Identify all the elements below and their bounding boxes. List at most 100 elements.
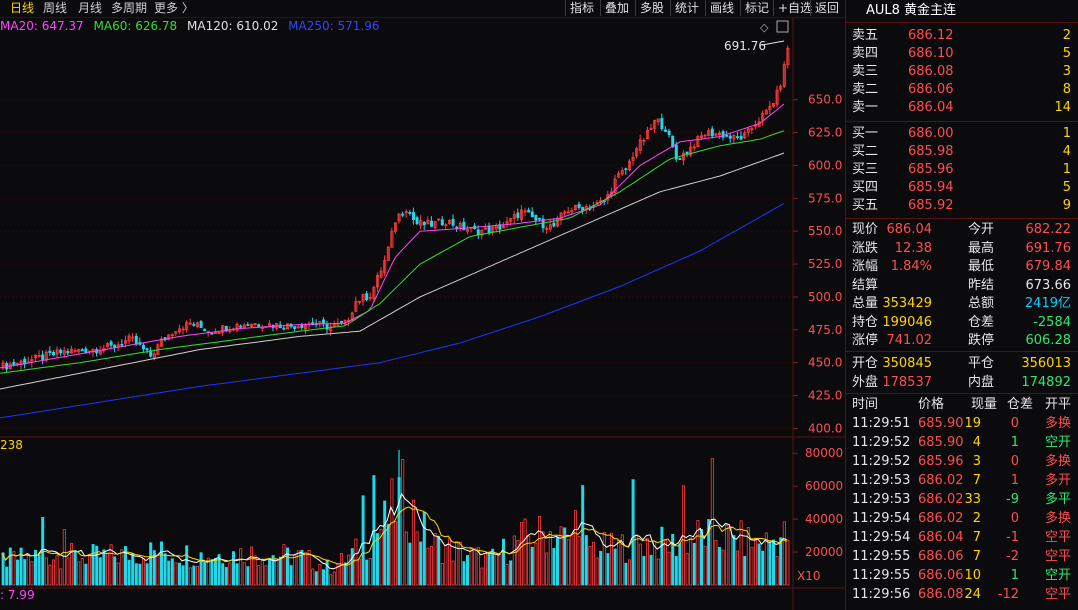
back-button[interactable]: 返回: [810, 0, 843, 16]
candle-body: [725, 134, 729, 137]
trade-type: 多平: [1045, 492, 1072, 507]
trade-row[interactable]: 11:29:53 686.02 33 -9 多平: [846, 490, 1078, 509]
volume-bar: [772, 539, 776, 586]
stat-key: 开仓: [852, 356, 879, 371]
timeframe-multi[interactable]: 多周期: [111, 1, 148, 15]
trade-oi-change: -2: [1006, 549, 1019, 564]
indicator-button[interactable]: 指标: [565, 0, 598, 16]
price-tick-label: 500.0: [808, 290, 842, 304]
volume-bar: [649, 554, 653, 586]
candle-body: [516, 212, 520, 218]
volume-bar: [37, 554, 41, 586]
candle-body: [509, 218, 513, 222]
trade-row[interactable]: 11:29:53 686.02 7 1 多开: [846, 471, 1078, 490]
volume-bar: [437, 535, 441, 586]
volume-bar: [401, 459, 405, 586]
timeframe-monthly[interactable]: 月线: [78, 1, 103, 15]
volume-bar: [520, 522, 524, 586]
volume-bar: [249, 546, 253, 586]
candle-body: [678, 158, 682, 161]
kline-chart[interactable]: 650.0 625.0 600.0 575.0 550.0 525.0 500.0 475.0…: [0, 17, 845, 610]
bid-row[interactable]: 买一 686.00 1: [846, 125, 1078, 143]
candle-body: [152, 353, 156, 359]
trade-row[interactable]: 11:29:55 686.06 7 -2 空平: [846, 547, 1078, 566]
timeframe-weekly[interactable]: 周线: [43, 1, 68, 15]
overlay-button[interactable]: 叠加: [600, 0, 633, 16]
volume-bar: [311, 568, 315, 586]
candle-body: [415, 217, 419, 225]
stat-row: 持仓 199046 仓差 -2584: [846, 314, 1078, 332]
candle-body: [37, 355, 41, 357]
ask-row[interactable]: 卖一 686.04 14: [846, 99, 1078, 117]
candle-body: [703, 134, 707, 137]
candle-body: [714, 133, 718, 136]
ask-row[interactable]: 卖五 686.12 2: [846, 27, 1078, 45]
candle-body: [1, 362, 5, 369]
trade-oi-change: 0: [1010, 416, 1019, 431]
volume-bar: [656, 558, 660, 586]
candle-body: [221, 325, 225, 334]
bid-volume: 1: [1062, 162, 1071, 177]
bid-row[interactable]: 买四 685.94 5: [846, 179, 1078, 197]
candle-body: [501, 225, 505, 229]
candle-body: [325, 324, 329, 330]
volume-bar: [782, 521, 786, 586]
volume-bar: [73, 549, 77, 586]
bid-row[interactable]: 买二 685.98 4: [846, 143, 1078, 161]
ma20-line: [0, 103, 785, 369]
volume-bar: [512, 535, 516, 586]
candle-body: [530, 211, 534, 218]
candle-body: [80, 349, 84, 352]
trade-row[interactable]: 11:29:52 685.96 3 0 多换: [846, 452, 1078, 471]
trade-row[interactable]: 11:29:52 685.90 4 1 空开: [846, 433, 1078, 452]
volume-bar: [415, 531, 419, 586]
stat-key: 结算: [852, 277, 879, 293]
volume-bar: [588, 546, 592, 586]
trade-row[interactable]: 11:29:54 686.04 7 -1 空平: [846, 528, 1078, 547]
bid-row[interactable]: 买三 685.96 1: [846, 161, 1078, 179]
candle-body: [750, 127, 754, 131]
mark-button[interactable]: 标记: [740, 0, 773, 16]
volume-bar: [509, 560, 513, 586]
candle-body: [300, 325, 304, 329]
candle-body: [339, 321, 343, 323]
ask-row[interactable]: 卖三 686.08 3: [846, 63, 1078, 81]
volume-bar: [332, 571, 336, 586]
ask-row[interactable]: 卖二 686.06 8: [846, 81, 1078, 99]
volume-bar: [278, 556, 282, 586]
candle-body: [210, 332, 214, 335]
trade-row[interactable]: 11:29:51 685.90 19 0 多换: [846, 414, 1078, 433]
trade-row[interactable]: 11:29:54 686.02 2 0 多换: [846, 509, 1078, 528]
bid-price: 686.00: [908, 126, 954, 141]
volume-bar: [26, 553, 30, 586]
candle-body: [444, 224, 448, 227]
candle-body: [195, 322, 199, 328]
ask-label: 卖一: [852, 100, 879, 115]
volume-bar: [728, 526, 732, 586]
candle-body: [257, 324, 261, 327]
trade-row[interactable]: 11:29:56 686.08 24 -12 空平: [846, 585, 1078, 604]
candle-body: [23, 358, 27, 365]
statistics-button[interactable]: 统计: [670, 0, 703, 16]
timeframe-more[interactable]: 更多 〉: [154, 1, 194, 15]
draw-line-button[interactable]: 画线: [705, 0, 738, 16]
multi-stock-button[interactable]: 多股: [635, 0, 668, 16]
candle-body: [429, 220, 433, 227]
stat-key: 最高: [968, 240, 995, 256]
volume-bar: [383, 500, 387, 586]
volume-bar: [566, 539, 570, 586]
volume-bar: [411, 499, 415, 586]
ask-row[interactable]: 卖四 686.10 5: [846, 45, 1078, 63]
volume-bar: [350, 548, 354, 586]
timeframe-daily[interactable]: 日线: [10, 1, 35, 15]
volume-bar: [455, 540, 459, 586]
trade-row[interactable]: 11:29:55 686.06 10 1 空开: [846, 566, 1078, 585]
candle-body: [433, 221, 437, 228]
stat-key: 涨停: [852, 333, 879, 348]
candle-body: [548, 224, 552, 230]
volume-bar: [620, 534, 624, 586]
bid-row[interactable]: 买五 685.92 9: [846, 197, 1078, 215]
stat-key: 昨结: [968, 277, 995, 293]
trade-volume: 33: [964, 492, 981, 507]
add-favorite-button[interactable]: +自选: [773, 0, 816, 16]
